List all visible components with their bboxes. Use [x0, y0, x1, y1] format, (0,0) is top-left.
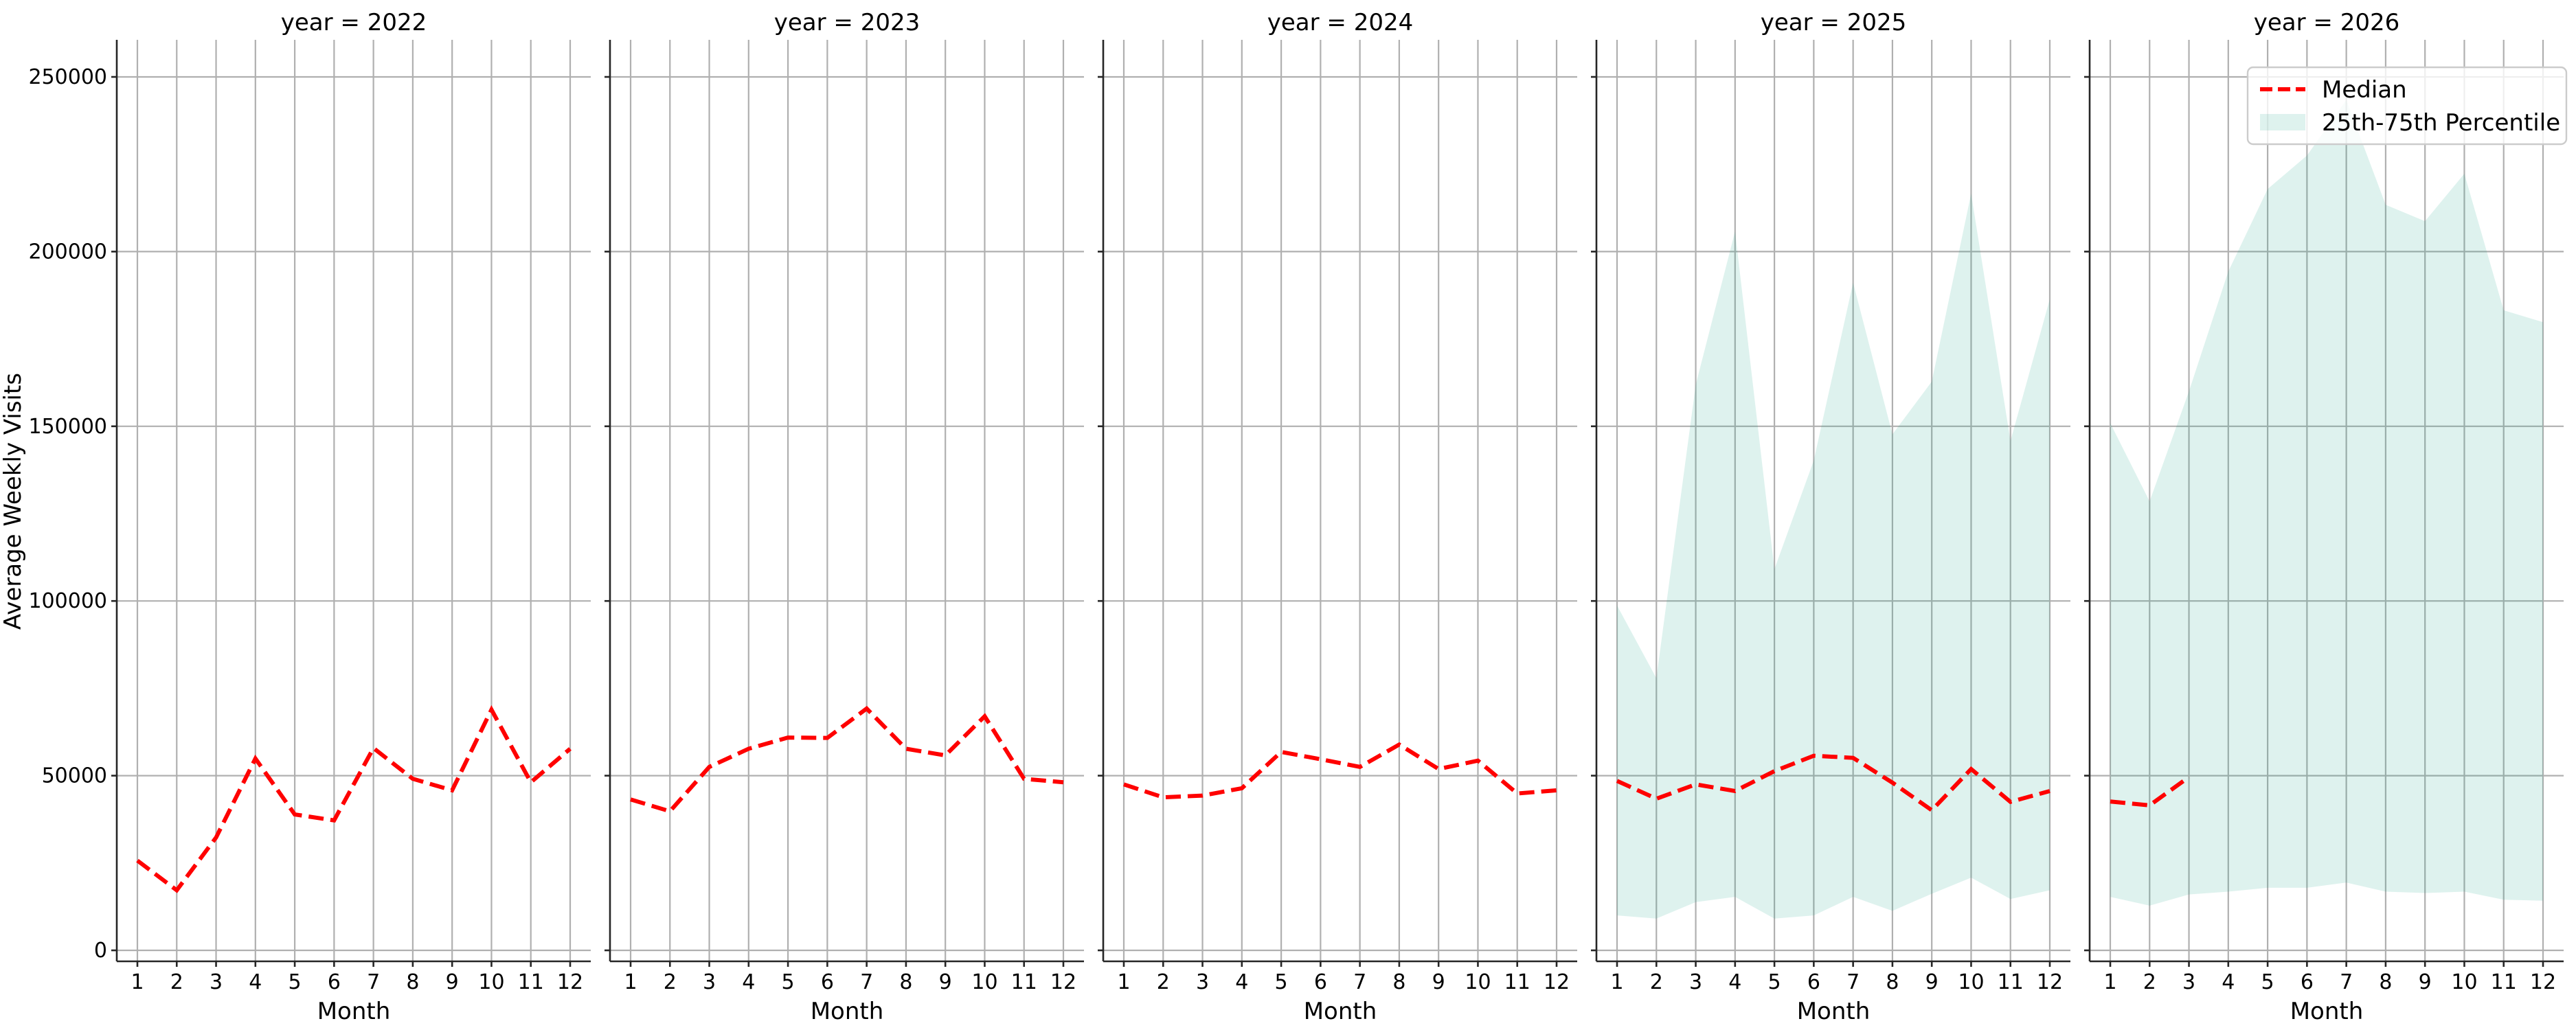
panel-title: year = 2026 — [2254, 9, 2399, 36]
x-tick-label: 5 — [782, 970, 795, 994]
panel-2022: year = 2022 0 50000 100000 150000 200000 25000… — [28, 9, 591, 1025]
x-tick-label: 8 — [1886, 970, 1899, 994]
x-tick-label: 11 — [1011, 970, 1037, 994]
x-tick-label: 9 — [2419, 970, 2432, 994]
x-tick-label: 12 — [2530, 970, 2556, 994]
x-tick-label: 4 — [2222, 970, 2235, 994]
x-tick-label: 2 — [170, 970, 183, 994]
x-tick-label: 11 — [2491, 970, 2517, 994]
x-tick-label: 3 — [1689, 970, 1702, 994]
y-tick-label: 200000 — [28, 240, 107, 264]
percentile-band — [1617, 193, 2050, 919]
x-tick-label: 6 — [328, 970, 341, 994]
x-tick-label: 3 — [2182, 970, 2195, 994]
x-tick-label: 1 — [1610, 970, 1623, 994]
legend-box — [2246, 66, 2568, 146]
x-tick-label: 1 — [131, 970, 144, 994]
x-tick-label: 6 — [1807, 970, 1820, 994]
y-axis-label: Average Weekly Visits — [0, 373, 27, 630]
legend-band-label: 25th-75th Percentile — [2322, 109, 2560, 137]
x-tick-label: 10 — [1958, 970, 1984, 994]
x-tick-label: 10 — [1465, 970, 1491, 994]
x-tick-label: 6 — [821, 970, 834, 994]
x-tick-label: 7 — [1353, 970, 1366, 994]
x-tick-label: 6 — [2301, 970, 2314, 994]
median-line — [1123, 742, 1557, 800]
y-tick-label: 100000 — [28, 589, 107, 613]
x-tick-label: 11 — [518, 970, 544, 994]
x-tick-label: 5 — [1768, 970, 1781, 994]
x-tick-label: 3 — [210, 970, 223, 994]
x-tick-label: 8 — [406, 970, 419, 994]
panel-title: year = 2025 — [1761, 9, 1906, 36]
x-tick-label: 6 — [1314, 970, 1327, 994]
x-tick-label: 3 — [703, 970, 716, 994]
x-tick-label: 1 — [2103, 970, 2116, 994]
x-axis-label: Month — [811, 998, 884, 1025]
x-tick-label: 3 — [1196, 970, 1209, 994]
x-tick-label: 2 — [1650, 970, 1663, 994]
y-tick-label: 250000 — [28, 65, 107, 89]
x-axis-label: Month — [1797, 998, 1871, 1025]
x-tick-label: 8 — [2379, 970, 2392, 994]
x-tick-label: 2 — [664, 970, 677, 994]
percentile-band — [2110, 100, 2543, 906]
x-tick-label: 9 — [939, 970, 952, 994]
x-tick-label: 4 — [742, 970, 755, 994]
x-tick-label: 9 — [446, 970, 459, 994]
median-line — [136, 705, 572, 893]
x-tick-label: 1 — [1117, 970, 1130, 994]
legend: Median 25th-75th Percentile — [2246, 66, 2568, 146]
x-tick-label: 10 — [2451, 970, 2477, 994]
x-tick-label: 12 — [1544, 970, 1570, 994]
x-tick-label: 5 — [2261, 970, 2274, 994]
legend-band-swatch — [2260, 114, 2305, 130]
x-tick-label: 4 — [1235, 970, 1248, 994]
x-tick-label: 9 — [1925, 970, 1939, 994]
x-axis-label: Month — [2290, 998, 2364, 1025]
median-line — [2110, 775, 2191, 808]
y-tick-label: 50000 — [42, 764, 107, 788]
x-tick-label: 8 — [899, 970, 912, 994]
x-tick-label: 4 — [249, 970, 262, 994]
x-tick-label: 10 — [478, 970, 504, 994]
x-tick-label: 7 — [367, 970, 380, 994]
x-axis-label: Month — [317, 998, 391, 1025]
x-tick-label: 12 — [557, 970, 583, 994]
x-tick-label: 12 — [2037, 970, 2063, 994]
x-tick-label: 8 — [1392, 970, 1405, 994]
x-tick-label: 11 — [1998, 970, 2024, 994]
x-tick-label: 7 — [1846, 970, 1860, 994]
y-tick-label: 0 — [94, 939, 107, 963]
median-line — [630, 705, 1064, 814]
panel-title: year = 2023 — [774, 9, 920, 36]
x-tick-label: 12 — [1050, 970, 1076, 994]
panel-title: year = 2022 — [281, 9, 427, 36]
x-tick-label: 2 — [2143, 970, 2156, 994]
x-axis-label: Month — [1304, 998, 1377, 1025]
x-tick-label: 5 — [289, 970, 302, 994]
x-tick-label: 5 — [1275, 970, 1288, 994]
panels: year = 2022 0 50000 100000 150000 200000 25000… — [28, 9, 2564, 1025]
x-tick-label: 7 — [2340, 970, 2353, 994]
x-tick-label: 10 — [971, 970, 997, 994]
panel-title: year = 2024 — [1267, 9, 1413, 36]
x-tick-label: 4 — [1728, 970, 1741, 994]
x-tick-label: 9 — [1432, 970, 1445, 994]
x-tick-label: 7 — [860, 970, 873, 994]
legend-median-label: Median — [2322, 76, 2407, 104]
x-tick-label: 1 — [624, 970, 637, 994]
x-tick-label: 2 — [1157, 970, 1170, 994]
y-tick-label: 150000 — [28, 415, 107, 439]
median-line — [1616, 753, 2050, 813]
x-tick-label: 11 — [1504, 970, 1530, 994]
